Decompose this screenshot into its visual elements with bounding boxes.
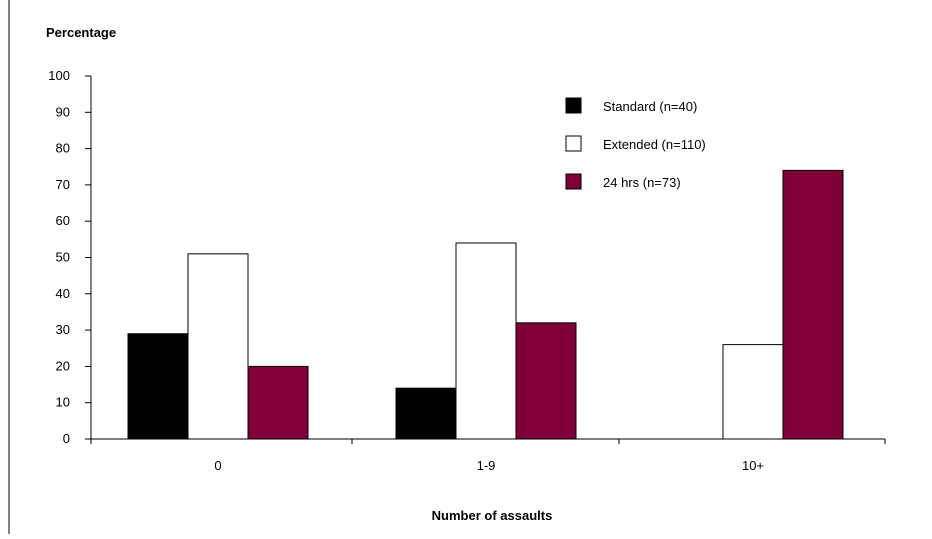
x-tick-label: 1-9 — [477, 458, 496, 473]
x-axis-label: Number of assaults — [432, 508, 553, 523]
y-tick-label: 60 — [56, 213, 70, 228]
bar-standard-0 — [127, 333, 189, 440]
legend-label: 24 hrs (n=73) — [603, 175, 681, 190]
y-tick-label: 20 — [56, 358, 70, 373]
legend-swatch — [565, 97, 582, 114]
y-tick-label: 100 — [48, 68, 70, 83]
bar-24hrs-1 — [515, 322, 577, 440]
y-tick-label: 50 — [56, 250, 70, 265]
legend-swatch — [565, 173, 582, 190]
x-axis-ticks: 0 1-9 10+ — [90, 439, 886, 473]
x-tick-label: 0 — [214, 458, 221, 473]
bar-extended-0 — [187, 253, 249, 440]
bar-extended-1 — [455, 242, 517, 440]
y-tick-label: 90 — [56, 104, 70, 119]
legend-label: Standard (n=40) — [603, 99, 697, 114]
y-tick-label: 80 — [56, 141, 70, 156]
y-axis-label: Percentage — [46, 25, 116, 40]
y-tick-label: 40 — [56, 286, 70, 301]
x-tick-label: 10+ — [742, 458, 764, 473]
y-tick-label: 10 — [56, 395, 70, 410]
y-tick-label: 70 — [56, 177, 70, 192]
bar-extended-2 — [722, 344, 784, 440]
bars — [127, 169, 844, 440]
y-axis-ticks: 0 10 20 30 40 50 60 70 80 90 100 — [48, 68, 91, 446]
bar-24hrs-0 — [247, 365, 309, 440]
bar-standard-1 — [395, 387, 457, 440]
y-tick-label: 30 — [56, 322, 70, 337]
legend: Standard (n=40) Extended (n=110) 24 hrs (n… — [565, 97, 706, 190]
legend-swatch — [565, 135, 582, 152]
y-tick-label: 0 — [63, 431, 70, 446]
bar-24hrs-2 — [782, 169, 844, 440]
legend-label: Extended (n=110) — [603, 137, 706, 152]
